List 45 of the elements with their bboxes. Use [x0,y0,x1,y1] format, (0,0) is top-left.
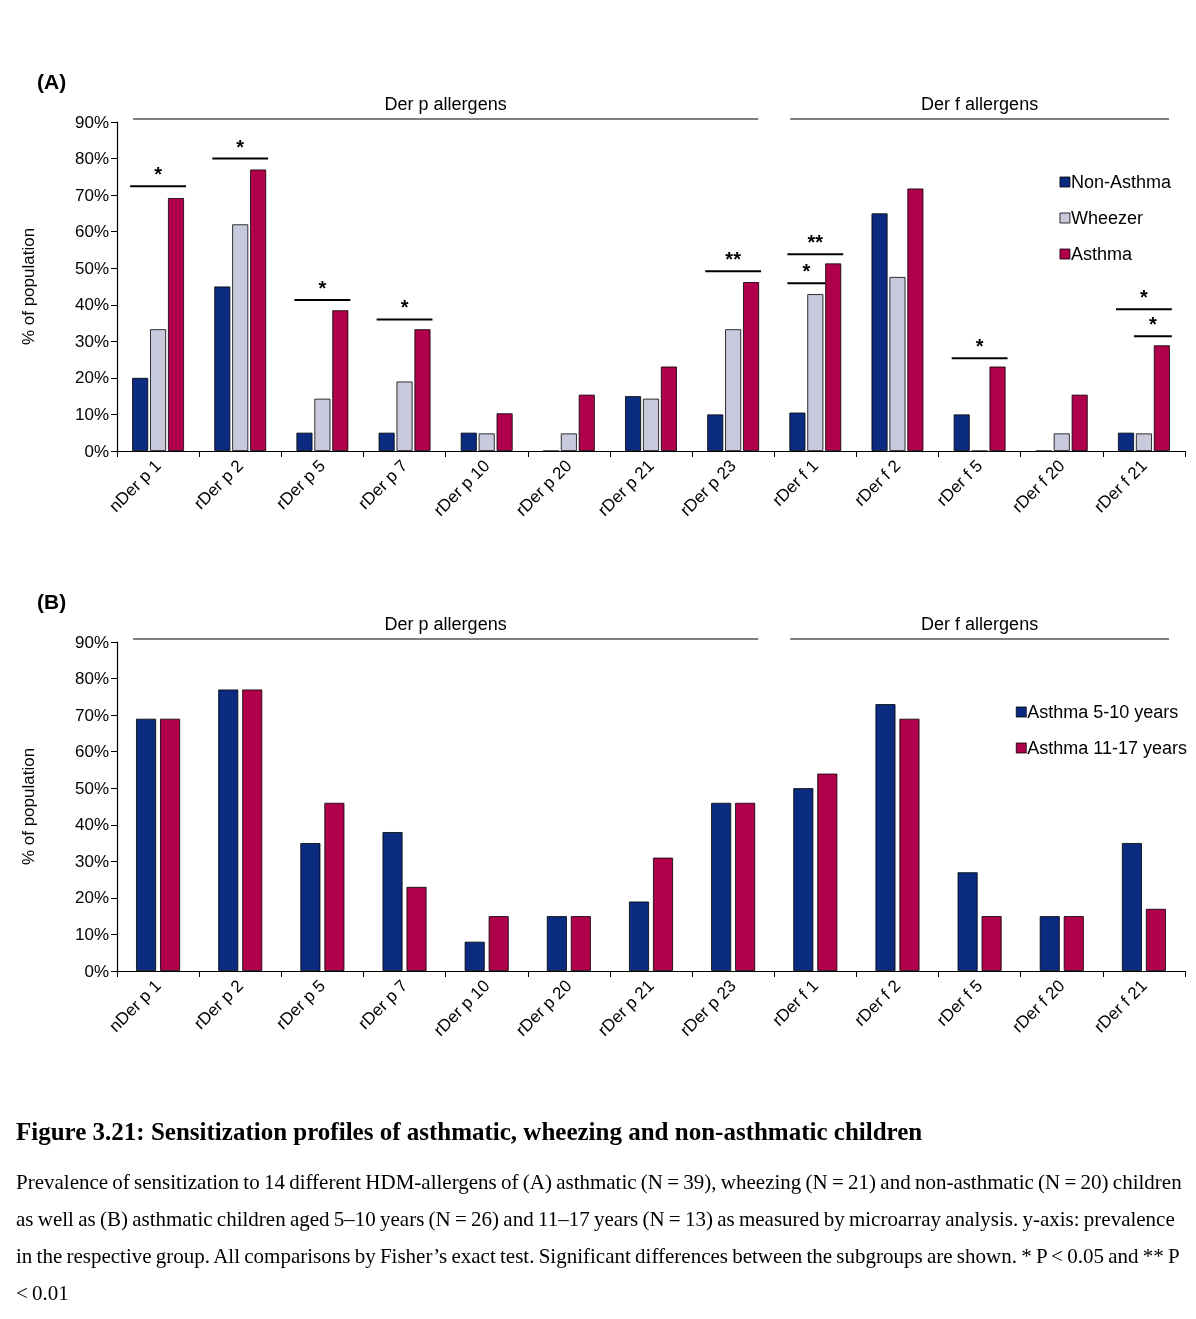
y-tick-label: 90% [74,112,109,132]
annotation: * [1140,286,1149,309]
y-tick-label: 70% [74,705,109,725]
legend-label: Asthma 11-17 years [1027,738,1188,758]
annotation: * [400,296,409,319]
chart-title: (B) [37,590,67,613]
chart-title: (A) [37,70,67,93]
legend-label: Asthma 5-10 years [1027,702,1179,722]
y-tick-label: 40% [74,295,109,315]
annotation: * [975,335,984,358]
y-tick-label: 10% [74,404,109,424]
y-tick-label: 30% [74,331,109,351]
text: Der f allergens [921,94,1039,114]
y-tick-label: 80% [74,149,109,169]
annotation: * [236,135,245,158]
y-tick-label: 20% [74,368,109,388]
y-tick-label: 0% [84,441,109,461]
annotation: * [802,260,811,283]
text: Prevalence of sensitization to 14 different HDM-allergens of (A) asthmatic (N = 39), wheezing (N = 21) and non-asthmatic (N = 20) children as well as (B) asthmatic children aged 5–10 years (N = 26) and 11–17 years (N = 13) as measured by microarray analysis. y-axis: prevalence in the respective group. All comparisons by Fisher’s exact test. Significant differences between the subgroups are shown. * P < 0.05 and ** P < 0.01 [16,1169,1183,1307]
annotation: * [318,277,327,300]
annotation: * [1148,313,1157,336]
y-tick-label: 10% [74,924,109,944]
y-tick-label: 20% [74,888,109,908]
y-tick-label: 70% [74,185,109,205]
annotation: ** [725,248,742,271]
y-axis-title: % of population [19,227,38,346]
legend-label: Non-Asthma [1070,172,1172,192]
legend-label: Asthma [1070,244,1133,264]
y-tick-label: 60% [74,742,109,762]
legend-label: Wheezer [1070,208,1143,228]
text: Der f allergens [921,614,1039,634]
y-tick-label: 0% [84,961,109,981]
text: Der p allergens [384,614,507,634]
y-tick-label: 50% [74,258,109,278]
y-tick-label: 80% [74,669,109,689]
y-axis-title: % of population [19,747,38,866]
annotation: ** [807,231,824,254]
y-tick-label: 90% [74,632,109,652]
y-tick-label: 40% [74,815,109,835]
annotation: * [154,163,163,186]
y-tick-label: 50% [74,778,109,798]
text: Der p allergens [384,94,507,114]
y-tick-label: 60% [74,222,109,242]
caption: Figure 3.21: Sensitization profiles of asthmatic, wheezing and non-asthmatic children [16,1118,924,1146]
y-tick-label: 30% [74,851,109,871]
